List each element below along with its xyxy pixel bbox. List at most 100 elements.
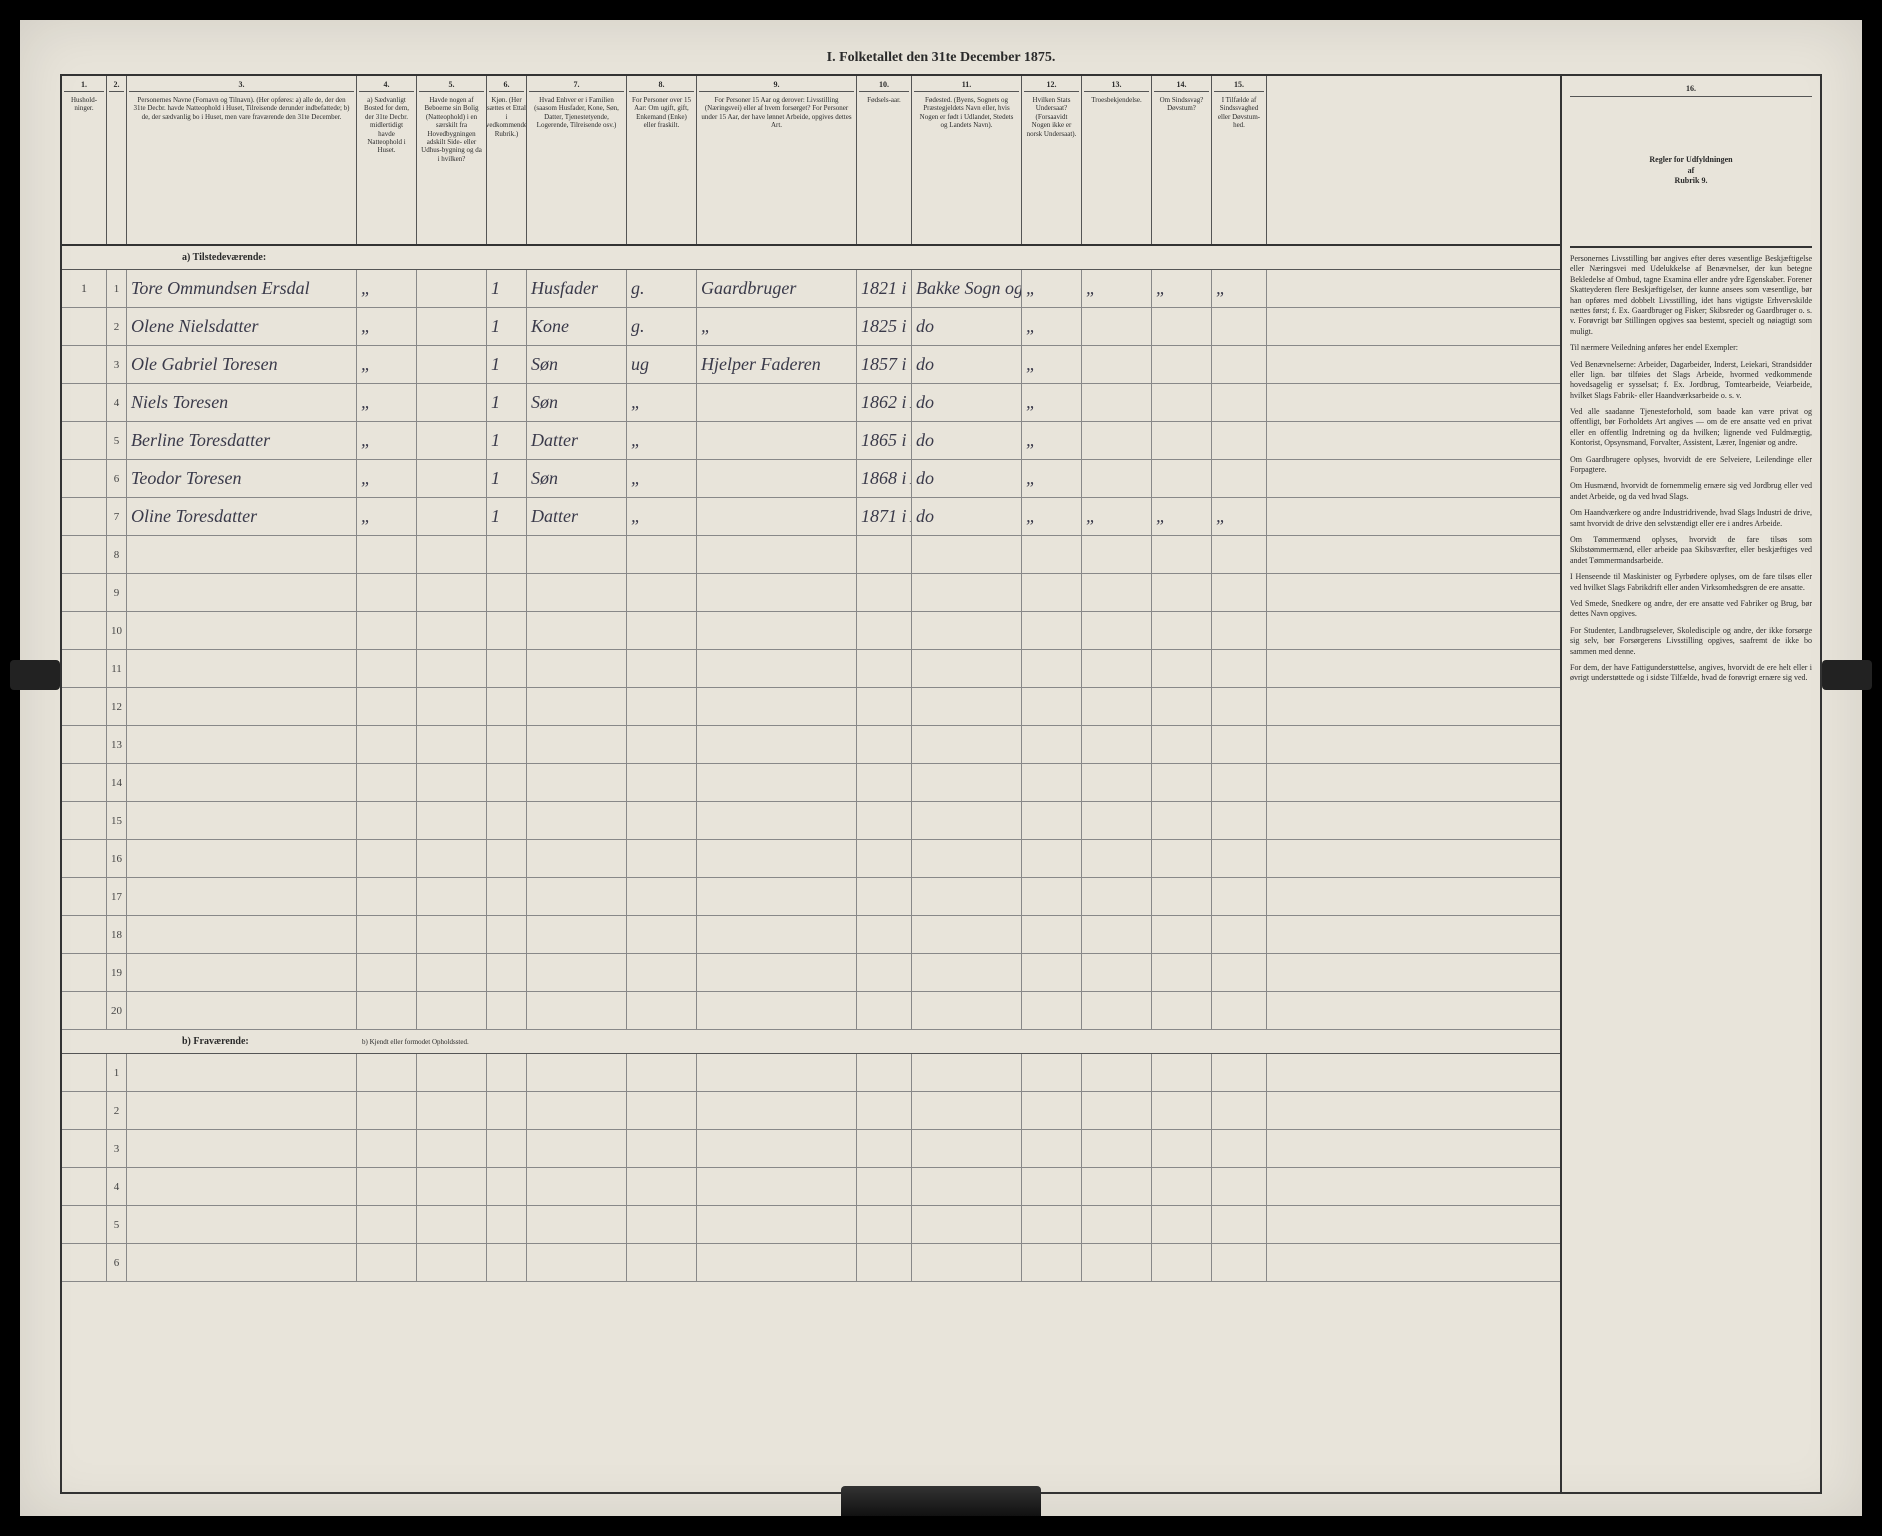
cell-hh	[62, 688, 107, 725]
binder-clip-left	[10, 660, 60, 690]
cell-occ	[697, 802, 857, 839]
cell-occ: Hjelper Faderen	[697, 346, 857, 383]
cell-sex	[487, 650, 527, 687]
cell-rownum: 15	[107, 802, 127, 839]
cell-name: Berline Toresdatter	[127, 422, 357, 459]
col-num: 15.	[1214, 78, 1264, 92]
cell-c15	[1212, 1206, 1267, 1243]
cell-name	[127, 802, 357, 839]
cell-name	[127, 1168, 357, 1205]
cell-year	[857, 878, 912, 915]
table-row: 13	[62, 726, 1560, 764]
cell-occ: „	[697, 308, 857, 345]
cell-c13	[1082, 422, 1152, 459]
cell-year	[857, 1054, 912, 1091]
cell-c14	[1152, 612, 1212, 649]
cell-c4	[357, 1168, 417, 1205]
table-row: 11Tore Ommundsen Ersdal„1Husfaderg.Gaard…	[62, 270, 1560, 308]
cell-hh	[62, 954, 107, 991]
cell-c5	[417, 992, 487, 1029]
cell-place: do	[912, 498, 1022, 535]
cell-c4	[357, 1206, 417, 1243]
cell-c14	[1152, 384, 1212, 421]
cell-name: Tore Ommundsen Ersdal	[127, 270, 357, 307]
cell-c14	[1152, 802, 1212, 839]
cell-c13	[1082, 878, 1152, 915]
rules-paragraph: Ved alle saadanne Tjenesteforhold, som b…	[1570, 407, 1812, 449]
cell-civ: „	[627, 422, 697, 459]
cell-rownum: 1	[107, 1054, 127, 1091]
cell-year: 1862 i April	[857, 384, 912, 421]
cell-name: Ole Gabriel Toresen	[127, 346, 357, 383]
cell-c14	[1152, 346, 1212, 383]
cell-c4: „	[357, 270, 417, 307]
cell-c15	[1212, 840, 1267, 877]
rows-container: a) Tilstedeværende: 11Tore Ommundsen Ers…	[62, 246, 1560, 1492]
cell-occ	[697, 840, 857, 877]
cell-year: 1821 i Januar	[857, 270, 912, 307]
cell-sex: 1	[487, 498, 527, 535]
cell-role	[527, 1054, 627, 1091]
cell-occ: Gaardbruger	[697, 270, 857, 307]
rules-h3: Rubrik 9.	[1570, 176, 1812, 186]
cell-c15	[1212, 992, 1267, 1029]
cell-c12: „	[1022, 498, 1082, 535]
cell-sex: 1	[487, 422, 527, 459]
cell-sex	[487, 1130, 527, 1167]
cell-civ	[627, 1206, 697, 1243]
cell-c12	[1022, 688, 1082, 725]
cell-c12: „	[1022, 270, 1082, 307]
cell-c14	[1152, 536, 1212, 573]
cell-sex	[487, 1092, 527, 1129]
cell-rownum: 14	[107, 764, 127, 801]
cell-c5	[417, 1130, 487, 1167]
cell-name	[127, 764, 357, 801]
cell-c15	[1212, 954, 1267, 991]
cell-hh	[62, 1054, 107, 1091]
cell-hh	[62, 992, 107, 1029]
cell-role: Søn	[527, 346, 627, 383]
cell-c4	[357, 992, 417, 1029]
column-header: 4.a) Sædvanligt Bosted for dem, der 31te…	[357, 76, 417, 244]
cell-c13	[1082, 992, 1152, 1029]
cell-c12	[1022, 916, 1082, 953]
col-label: Hushold-ninger.	[64, 94, 104, 115]
cell-year	[857, 1206, 912, 1243]
cell-role	[527, 1244, 627, 1281]
cell-hh	[62, 878, 107, 915]
cell-name	[127, 1130, 357, 1167]
cell-c5	[417, 308, 487, 345]
cell-c5	[417, 612, 487, 649]
cell-c4: „	[357, 384, 417, 421]
cell-year	[857, 840, 912, 877]
table-row: 18	[62, 916, 1560, 954]
table-row: 1	[62, 1054, 1560, 1092]
cell-c5	[417, 574, 487, 611]
cell-role	[527, 954, 627, 991]
cell-year: 1857 i Marts	[857, 346, 912, 383]
cell-occ	[697, 954, 857, 991]
cell-civ	[627, 612, 697, 649]
rules-paragraph: Om Gaardbrugere oplyses, hvorvidt de ere…	[1570, 455, 1812, 476]
cell-sex	[487, 840, 527, 877]
col-label	[115, 94, 119, 98]
cell-rownum: 5	[107, 422, 127, 459]
cell-hh	[62, 802, 107, 839]
cell-c15	[1212, 802, 1267, 839]
cell-name	[127, 650, 357, 687]
column-header: 9.For Personer 15 Aar og derover: Livsst…	[697, 76, 857, 244]
cell-c15	[1212, 1168, 1267, 1205]
cell-rownum: 11	[107, 650, 127, 687]
cell-sex	[487, 688, 527, 725]
cell-c15	[1212, 688, 1267, 725]
cell-place	[912, 954, 1022, 991]
cell-c4	[357, 536, 417, 573]
col-label: For Personer over 15 Aar: Om ugift, gift…	[629, 94, 694, 132]
cell-occ	[697, 1092, 857, 1129]
cell-c13	[1082, 1054, 1152, 1091]
cell-c12: „	[1022, 422, 1082, 459]
cell-c15	[1212, 726, 1267, 763]
cell-hh	[62, 1168, 107, 1205]
rules-paragraph: Personernes Livsstilling bør angives eft…	[1570, 254, 1812, 337]
cell-place	[912, 916, 1022, 953]
